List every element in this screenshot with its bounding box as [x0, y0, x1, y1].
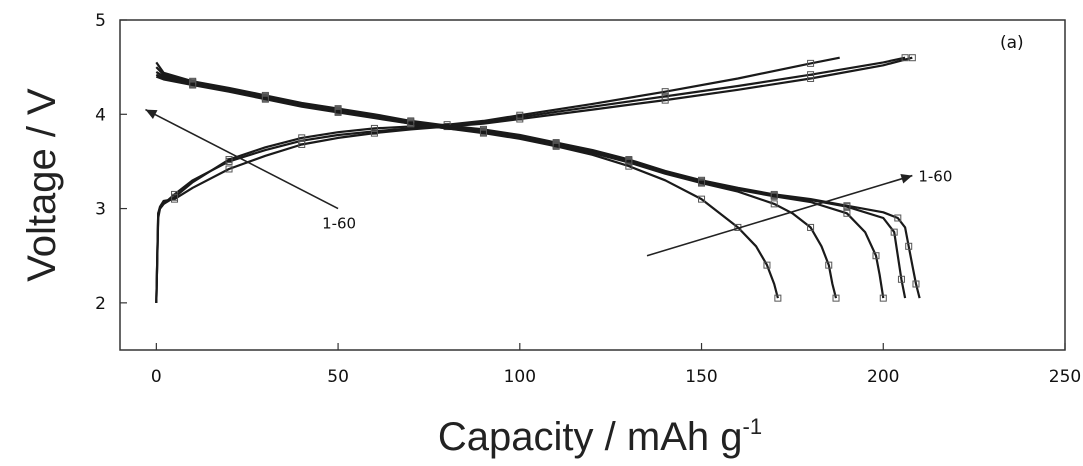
x-axis-title-superscript: -1: [743, 414, 763, 439]
x-tick-label: 50: [327, 367, 349, 387]
data-point: [832, 294, 840, 302]
data-point: [843, 209, 851, 217]
x-axis-title: Capacity / mAh g-1: [438, 414, 762, 459]
annotation-arrow-line: [145, 108, 339, 210]
data-point: [625, 162, 633, 170]
x-tick-label: 100: [504, 367, 536, 387]
annotation-layer: 1-60 1-60: [145, 108, 952, 257]
data-point: [171, 193, 179, 201]
plot-frame: [119, 19, 1066, 351]
ticks-layer: 0 50 100 150 200 250 2 3 4 5: [95, 11, 1081, 387]
data-point: [807, 71, 815, 79]
data-point: [905, 242, 913, 250]
annotation-arrow-head: [900, 173, 913, 184]
y-axis-title: Voltage / V: [20, 88, 64, 282]
data-point: [807, 59, 815, 67]
data-point: [661, 92, 669, 100]
series-layer: [155, 54, 921, 303]
data-point: [479, 129, 487, 137]
data-point: [770, 192, 778, 200]
x-tick-label: 250: [1049, 367, 1081, 387]
x-axis-title-text: Capacity / mAh g: [438, 415, 743, 459]
data-point: [298, 134, 306, 142]
annotation-label: 1-60: [918, 168, 952, 186]
data-point: [807, 223, 815, 231]
data-point: [901, 54, 909, 62]
data-point: [370, 129, 378, 137]
y-tick-label: 4: [95, 105, 106, 125]
data-point: [370, 124, 378, 132]
data-point: [189, 81, 197, 89]
discharge-curve-8: [155, 75, 779, 299]
data-point: [825, 261, 833, 269]
data-point: [698, 195, 706, 203]
data-point: [334, 108, 342, 116]
charge-curve-1: [155, 56, 913, 303]
y-tick-label: 5: [95, 11, 106, 31]
panel-label: (a): [1000, 33, 1024, 53]
discharge-curve-6: [155, 70, 885, 299]
data-point: [298, 140, 306, 148]
x-tick-label: 150: [685, 367, 717, 387]
data-point: [890, 228, 898, 236]
data-point: [552, 142, 560, 150]
x-tick-label: 0: [151, 367, 162, 387]
data-point: [912, 280, 920, 288]
charge-curve-2: [155, 56, 906, 303]
data-point: [770, 200, 778, 208]
data-point: [879, 294, 887, 302]
data-point: [908, 54, 916, 62]
data-point: [516, 111, 524, 119]
data-point: [872, 252, 880, 260]
data-point: [843, 203, 851, 211]
charge-curve-3: [155, 56, 840, 303]
y-tick-label: 3: [95, 200, 106, 220]
data-point: [407, 120, 415, 128]
data-point: [698, 179, 706, 187]
data-point: [763, 261, 771, 269]
annotation-arrow-line: [646, 174, 913, 257]
data-point: [225, 165, 233, 173]
data-point: [225, 156, 233, 164]
data-point: [897, 275, 905, 283]
data-point: [661, 88, 669, 96]
data-point: [774, 294, 782, 302]
y-tick-label: 2: [95, 294, 106, 314]
x-tick-label: 200: [867, 367, 899, 387]
annotation-label: 1-60: [322, 215, 356, 233]
data-point: [894, 214, 902, 222]
data-point: [261, 95, 269, 103]
annotation-arrow-head: [145, 109, 158, 120]
